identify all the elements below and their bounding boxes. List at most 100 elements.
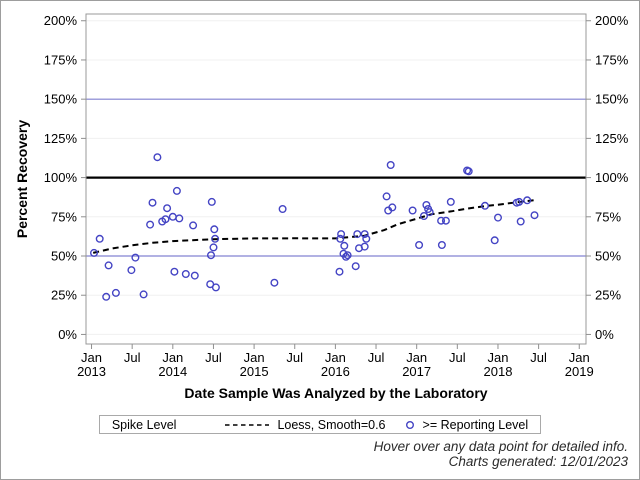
y-tick-label: 50% [595, 249, 621, 264]
data-point[interactable] [337, 230, 346, 239]
data-point[interactable] [446, 197, 455, 206]
y-tick-label: 75% [51, 209, 77, 224]
data-point[interactable] [206, 251, 215, 260]
data-point[interactable] [146, 220, 155, 229]
data-point[interactable] [95, 234, 104, 243]
data-point[interactable] [189, 221, 198, 230]
data-point[interactable] [175, 214, 184, 223]
x-tick-label: Jul [449, 350, 466, 365]
data-point[interactable] [530, 211, 539, 220]
data-point[interactable] [131, 253, 140, 262]
data-point[interactable] [211, 283, 220, 292]
data-point[interactable] [127, 266, 136, 275]
data-point[interactable] [516, 217, 525, 226]
legend-item-reporting-level: >= Reporting Level [404, 417, 529, 432]
y-tick-label: 175% [595, 52, 629, 67]
x-tick-label: 2017 [402, 364, 431, 379]
data-point[interactable] [464, 167, 473, 176]
data-point[interactable] [382, 192, 391, 201]
y-tick-label: 175% [44, 52, 78, 67]
data-point[interactable] [490, 236, 499, 245]
data-point[interactable] [210, 225, 219, 234]
x-tick-label: 2016 [321, 364, 350, 379]
footer-note: Hover over any data point for detailed i… [374, 439, 628, 469]
data-point[interactable] [148, 198, 157, 207]
data-point[interactable] [494, 213, 503, 222]
data-point[interactable] [437, 216, 446, 225]
legend-item-label: >= Reporting Level [422, 417, 529, 432]
data-point[interactable] [89, 248, 98, 257]
data-point[interactable] [360, 242, 369, 251]
recovery-scatter-chart: 0% 0% 25% 25% 50% 50% 75% 75% 100% 100% 125% 125% 15… [44, 13, 629, 379]
y-tick-label: 125% [44, 131, 78, 146]
data-point[interactable] [270, 278, 279, 287]
data-point[interactable] [340, 241, 349, 250]
y-tick-label: 25% [51, 288, 77, 303]
x-tick-label: Jan [406, 350, 427, 365]
y-tick-label: 125% [595, 131, 629, 146]
data-point[interactable] [172, 186, 181, 195]
data-point[interactable] [351, 262, 360, 271]
data-point[interactable] [343, 251, 352, 260]
x-tick-label: Jan [569, 350, 590, 365]
data-point[interactable] [336, 234, 345, 243]
data-point[interactable] [278, 204, 287, 213]
data-point[interactable] [211, 234, 220, 243]
legend-title: Spike Level [111, 417, 177, 432]
data-point[interactable] [190, 271, 199, 280]
x-tick-label: 2015 [240, 364, 269, 379]
legend-item-loess: Loess, Smooth=0.6 [224, 418, 386, 432]
data-point[interactable] [437, 240, 446, 249]
y-tick-label: 0% [595, 327, 614, 342]
data-point[interactable] [111, 288, 120, 297]
data-point[interactable] [420, 211, 429, 220]
x-tick-label: Jul [124, 350, 141, 365]
data-point[interactable] [425, 208, 434, 217]
data-point[interactable] [161, 215, 170, 224]
data-point[interactable] [342, 252, 351, 261]
data-point[interactable] [181, 270, 190, 279]
data-point[interactable] [207, 197, 216, 206]
legend-wrap: Spike Level Loess, Smooth=0.6 >= Reporti… [1, 415, 639, 434]
y-tick-label: 200% [595, 13, 629, 28]
data-point[interactable] [515, 197, 524, 206]
data-point[interactable] [163, 204, 172, 213]
y-tick-label: 100% [595, 170, 629, 185]
data-point[interactable] [102, 292, 111, 301]
data-point[interactable] [422, 200, 431, 209]
y-axis-title: Percent Recovery [14, 119, 30, 239]
data-point[interactable] [362, 234, 371, 243]
data-point[interactable] [523, 196, 532, 205]
x-tick-label: 2014 [158, 364, 187, 379]
y-tick-label: 50% [51, 249, 77, 264]
data-point[interactable] [481, 201, 490, 210]
x-tick-label: 2018 [484, 364, 513, 379]
x-tick-label: 2013 [77, 364, 106, 379]
data-point[interactable] [408, 206, 417, 215]
data-point[interactable] [139, 290, 148, 299]
data-point[interactable] [209, 243, 218, 252]
data-point[interactable] [170, 267, 179, 276]
x-tick-label: Jan [81, 350, 102, 365]
data-point[interactable] [441, 216, 450, 225]
footer-generated-date: Charts generated: 12/01/2023 [448, 454, 628, 469]
data-point[interactable] [388, 203, 397, 212]
x-tick-label: 2019 [565, 364, 594, 379]
x-tick-label: Jan [162, 350, 183, 365]
footer-hover-hint: Hover over any data point for detailed i… [373, 439, 628, 454]
data-point[interactable] [335, 267, 344, 276]
data-point[interactable] [415, 240, 424, 249]
x-tick-label: Jan [244, 350, 265, 365]
x-tick-label: Jan [487, 350, 508, 365]
data-point[interactable] [386, 160, 395, 169]
y-tick-label: 25% [595, 288, 621, 303]
y-tick-label: 0% [58, 327, 77, 342]
data-point[interactable] [353, 230, 362, 239]
legend: Spike Level Loess, Smooth=0.6 >= Reporti… [98, 415, 542, 434]
data-point[interactable] [153, 153, 162, 162]
x-tick-label: Jul [530, 350, 547, 365]
y-tick-label: 150% [595, 92, 629, 107]
data-point[interactable] [104, 261, 113, 270]
y-tick-label: 75% [595, 209, 621, 224]
data-point[interactable] [360, 230, 369, 239]
